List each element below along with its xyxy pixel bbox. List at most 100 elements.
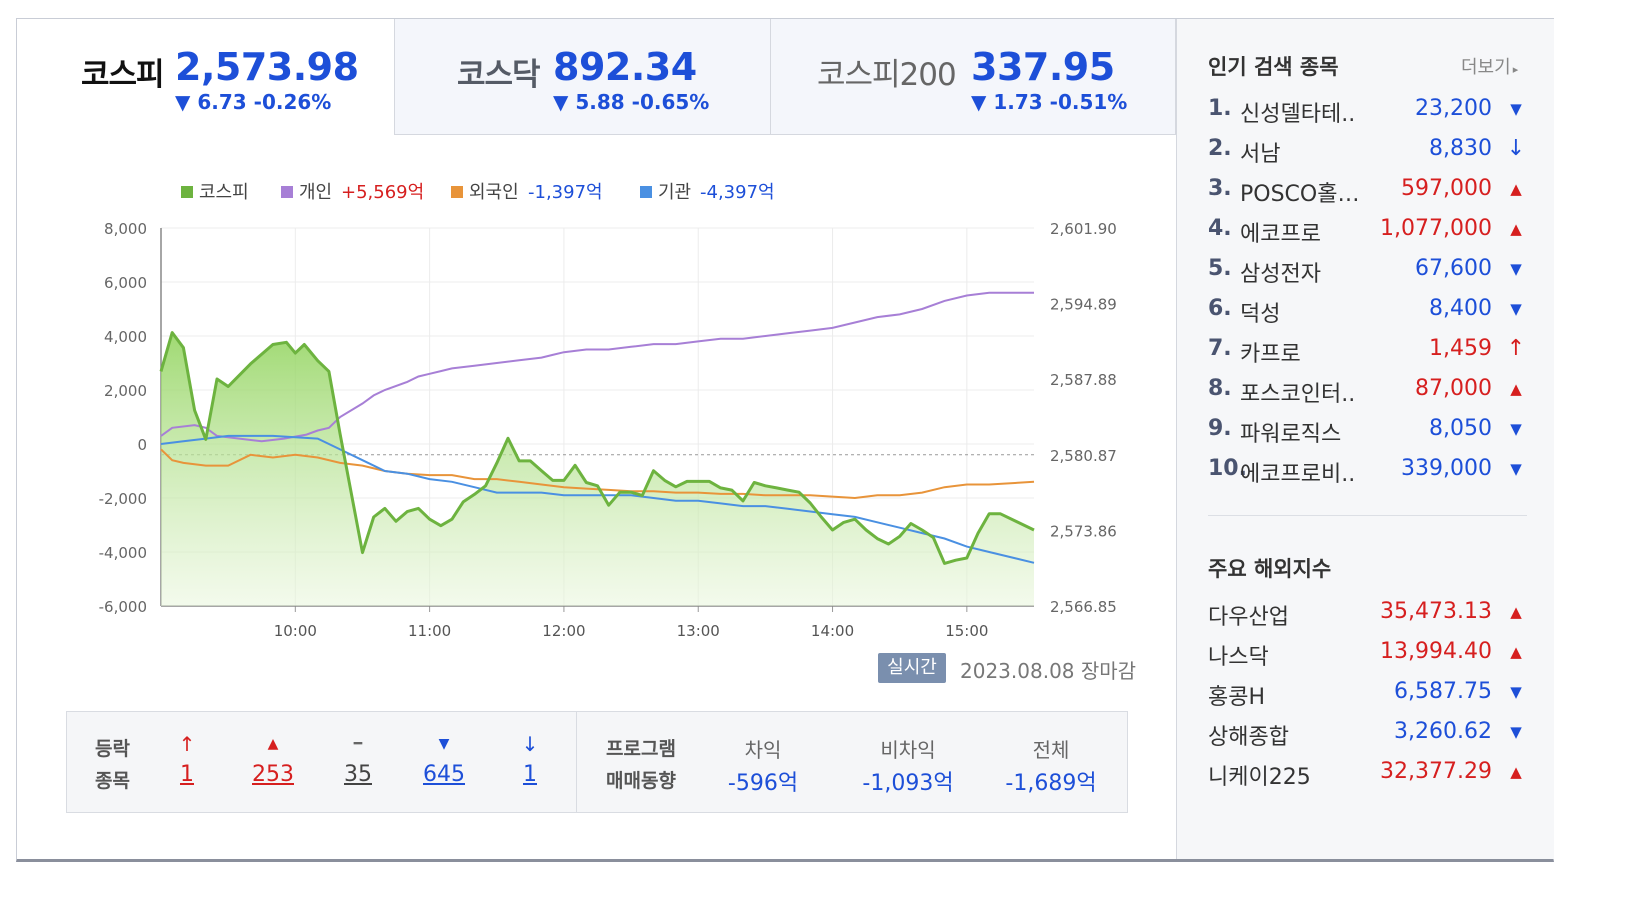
popular-item[interactable]: 4. 에코프로 1,077,000 ▲ (1208, 216, 1528, 256)
lower-limit-icon: ↓ (521, 732, 539, 756)
popular-name: 에코프로비.. (1240, 462, 1356, 487)
world-index-value: 6,587.75 (1394, 679, 1492, 704)
popular-rank: 2. (1208, 136, 1232, 161)
down-arrow-icon: ▼ (1510, 100, 1522, 118)
popular-rank: 8. (1208, 376, 1232, 401)
up-arrow-icon: ▲ (1510, 380, 1522, 398)
world-index-value: 3,260.62 (1394, 719, 1492, 744)
popular-item[interactable]: 3. POSCO홀… 597,000 ▲ (1208, 176, 1528, 216)
popular-item[interactable]: 5. 삼성전자 67,600 ▼ (1208, 256, 1528, 296)
popular-item[interactable]: 6. 덕성 8,400 ▼ (1208, 296, 1528, 336)
popular-rank: 9. (1208, 416, 1232, 441)
popular-name: POSCO홀… (1240, 182, 1360, 207)
world-index-value: 35,473.13 (1380, 599, 1492, 624)
upper-limit-icon: ↑ (178, 732, 196, 756)
x-tick-label: 13:00 (677, 622, 720, 640)
panel-divider (1208, 515, 1527, 516)
legend-kospi-swatch (181, 186, 193, 198)
market-widget: 코스피 2,573.98 ▼ 6.73 -0.26% 코스닥 892.34 ▼ … (16, 18, 1554, 862)
tab-kosdaq-value: 892.34 (553, 45, 697, 89)
tab-kospi-change: ▼ 6.73 -0.26% (175, 90, 332, 114)
y-right-tick-label: 2,587.88 (1050, 371, 1117, 389)
y-right-tick-label: 2,580.87 (1050, 447, 1117, 465)
world-index-value: 13,994.40 (1380, 639, 1492, 664)
investor-chart: 8,000 6,000 4,000 2,000 0 -2,000 -4,000 -6,000 2… (99, 182, 1117, 640)
foreign-line (160, 448, 1035, 500)
stats-head-2: 종목 (95, 770, 130, 792)
x-tick-label: 15:00 (945, 622, 988, 640)
world-index-item[interactable]: 상해종합 3,260.62 ▼ (1208, 719, 1528, 759)
popular-price: 87,000 (1415, 376, 1492, 401)
popular-name: 덕성 (1240, 302, 1281, 327)
up-triangle-icon: ▲ (1510, 643, 1522, 661)
program-arbitrage-label: 차익 (744, 738, 782, 762)
popular-name: 포스코인터.. (1240, 382, 1356, 407)
legend-institution-swatch (640, 186, 652, 198)
up-arrow-icon: ▲ (1510, 180, 1522, 198)
kospi-area (161, 332, 1034, 606)
realtime-badge[interactable]: 실시간 (878, 653, 946, 683)
tab-kosdaq-change: ▼ 5.88 -0.65% (553, 90, 710, 114)
popular-item[interactable]: 8. 포스코인터.. 87,000 ▲ (1208, 376, 1528, 416)
down-arrow-icon: ▼ (1510, 260, 1522, 278)
legend-foreign-label: 외국인 (469, 182, 519, 203)
popular-price: 8,400 (1429, 296, 1492, 321)
popular-rank: 1. (1208, 96, 1232, 121)
popular-rank: 5. (1208, 256, 1232, 281)
tab-kospi200-name: 코스피200 (817, 57, 957, 93)
tab-kospi[interactable]: 코스피 2,573.98 ▼ 6.73 -0.26% (17, 19, 395, 135)
popular-price: 8,050 (1429, 416, 1492, 441)
y-left-tick-label: 0 (137, 436, 147, 454)
tab-kospi200[interactable]: 코스피200 337.95 ▼ 1.73 -0.51% (771, 19, 1176, 135)
down-arrow-icon: ▼ (1510, 460, 1522, 478)
popular-item[interactable]: 7. 카프로 1,459 ↑ (1208, 336, 1528, 376)
x-tick-label: 10:00 (274, 622, 317, 640)
y-left-tick-label: -2,000 (99, 490, 147, 508)
legend-foreign-swatch (451, 186, 463, 198)
popular-item[interactable]: 1. 신성델타테.. 23,200 ▼ (1208, 96, 1528, 136)
market-date-status: 2023.08.08 장마감 (960, 659, 1137, 683)
world-index-item[interactable]: 홍콩H 6,587.75 ▼ (1208, 679, 1528, 719)
chevron-right-icon: ▸ (1512, 63, 1519, 76)
program-arbitrage-value: -596억 (727, 771, 799, 796)
popular-item[interactable]: 10. 에코프로비.. 339,000 ▼ (1208, 456, 1528, 496)
down-arrow-icon: ▼ (1510, 300, 1522, 318)
up-arrow-icon: ↑ (1506, 336, 1526, 361)
y-right-tick-label: 2,601.90 (1050, 220, 1117, 238)
tab-kosdaq-name: 코스닥 (457, 57, 541, 93)
lower-limit-count[interactable]: 1 (523, 762, 537, 787)
tab-kosdaq[interactable]: 코스닥 892.34 ▼ 5.88 -0.65% (395, 19, 771, 135)
right-panel: 인기 검색 종목 더보기 ▸ 1. 신성델타테.. 23,200 ▼ 2. 서남 8,830 ↓… (1176, 19, 1554, 859)
world-index-item[interactable]: 나스닥 13,994.40 ▲ (1208, 639, 1528, 679)
world-index-title: 주요 해외지수 (1208, 557, 1332, 581)
program-head-1: 프로그램 (606, 738, 676, 760)
popular-rank: 10. (1208, 456, 1247, 481)
popular-name: 카프로 (1240, 342, 1301, 367)
popular-name: 서남 (1240, 142, 1281, 167)
more-link[interactable]: 더보기 ▸ (1461, 53, 1518, 79)
y-left-tick-label: -4,000 (99, 544, 147, 562)
world-index-item[interactable]: 니케이225 32,377.29 ▲ (1208, 759, 1528, 799)
y-left-tick-label: 8,000 (104, 220, 147, 238)
popular-price: 23,200 (1415, 96, 1492, 121)
rise-count[interactable]: 253 (252, 762, 294, 787)
popular-item[interactable]: 9. 파워로직스 8,050 ▼ (1208, 416, 1528, 456)
legend-institution-label: 기관 (658, 182, 691, 203)
x-tick-label: 14:00 (811, 622, 854, 640)
legend-kospi-label: 코스피 (199, 182, 249, 203)
popular-item[interactable]: 2. 서남 8,830 ↓ (1208, 136, 1528, 176)
popular-price: 8,830 (1429, 136, 1492, 161)
world-index-name: 니케이225 (1208, 765, 1311, 790)
flat-icon: ━ (353, 736, 363, 752)
world-index-item[interactable]: 다우산업 35,473.13 ▲ (1208, 599, 1528, 639)
upper-limit-count[interactable]: 1 (180, 762, 194, 787)
popular-name: 삼성전자 (1240, 262, 1321, 287)
program-nonarbitrage-value: -1,093억 (862, 771, 954, 796)
y-right-tick-label: 2,566.85 (1050, 598, 1117, 616)
tab-kospi-name: 코스피 (81, 57, 165, 93)
popular-name: 에코프로 (1240, 222, 1321, 247)
legend-foreign-value: -1,397억 (528, 182, 603, 203)
popular-rank: 6. (1208, 296, 1232, 321)
fall-count[interactable]: 645 (423, 762, 465, 787)
flat-count[interactable]: 35 (344, 762, 372, 787)
